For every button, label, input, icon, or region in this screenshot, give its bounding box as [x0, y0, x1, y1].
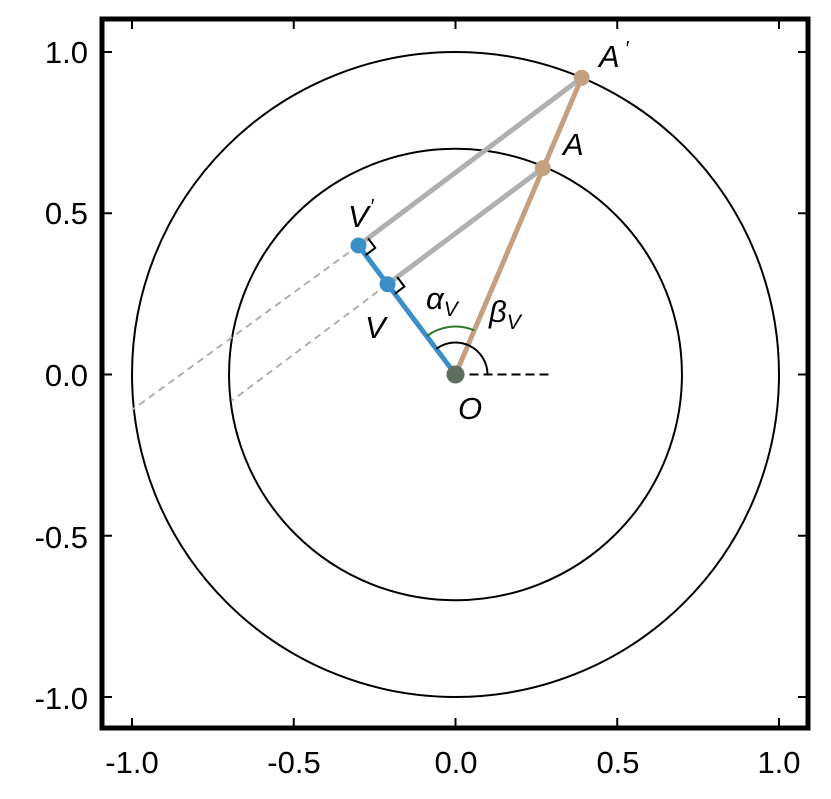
right-angle-marker-v — [394, 276, 406, 295]
angle-arc-alpha-v — [426, 325, 475, 337]
label-alpha-v: αV — [426, 281, 460, 321]
label-A: A — [561, 127, 584, 162]
x-tick-label-05: 0.5 — [596, 745, 639, 780]
point-v-prime — [350, 237, 367, 254]
x-tick-label-0: 0.0 — [434, 745, 477, 780]
label-V-prime: V ′ — [348, 196, 375, 234]
point-a-prime — [573, 69, 590, 86]
plot-frame — [99, 16, 811, 731]
angle-arc-beta-v — [435, 341, 489, 375]
y-tick-label-1: 1.0 — [45, 35, 88, 70]
angle-arcs — [426, 325, 489, 375]
segment-v-a — [385, 165, 546, 287]
point-v — [379, 276, 396, 293]
circles — [131, 51, 780, 698]
points — [350, 69, 590, 384]
plot-content: O V V ′ A A ′ αV βV — [131, 38, 780, 698]
point-o — [446, 365, 465, 384]
segment-o-v-prime — [355, 243, 458, 377]
label-beta-v: βV — [488, 294, 523, 334]
point-a — [534, 160, 551, 177]
dashed-extension-outer — [131, 244, 360, 411]
x-tick-label-n1: -1.0 — [105, 745, 158, 780]
outer-circle — [131, 51, 780, 698]
tick-labels-y: 1.0 0.5 0.0 -0.5 -1.0 — [35, 35, 88, 716]
segments — [355, 75, 585, 377]
y-tick-label-n05: -0.5 — [35, 520, 88, 555]
dashed-extension-inner — [231, 283, 389, 402]
x-tick-label-n05: -0.5 — [267, 745, 320, 780]
label-O: O — [458, 391, 482, 426]
y-tick-label-05: 0.5 — [45, 196, 88, 231]
y-tick-label-n1: -1.0 — [35, 681, 88, 716]
segment-o-a-prime — [453, 75, 585, 377]
label-V: V — [365, 310, 389, 345]
segment-v-prime-a-prime — [355, 75, 585, 248]
right-angle-marker-v-prime — [365, 237, 377, 256]
x-tick-label-1: 1.0 — [757, 745, 800, 780]
tick-labels-x: -1.0 -0.5 0.0 0.5 1.0 — [105, 745, 800, 780]
label-A-prime: A ′ — [597, 38, 630, 74]
y-tick-label-0: 0.0 — [45, 358, 88, 393]
extension-lines — [131, 244, 553, 411]
inner-circle — [228, 147, 683, 602]
